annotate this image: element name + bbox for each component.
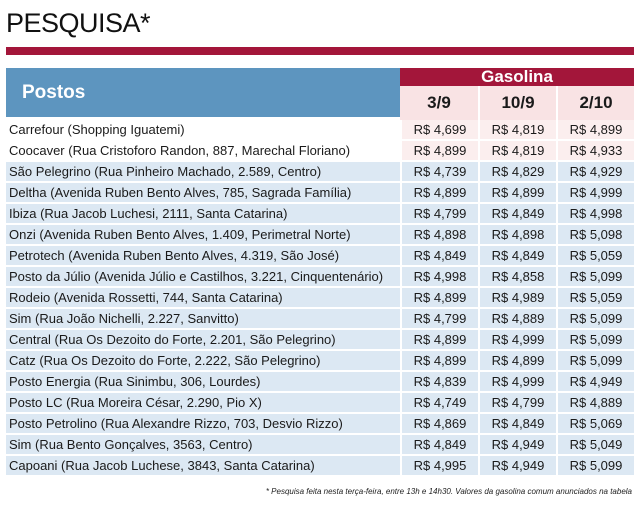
price-cell: R$ 4,899 [400, 183, 478, 204]
station-name: Capoani (Rua Jacob Luchese, 3843, Santa … [6, 456, 400, 477]
table-row: Sim (Rua João Nichelli, 2.227, Sanvitto)… [6, 309, 634, 330]
price-cell: R$ 4,858 [478, 267, 556, 288]
table-row: Central (Rua Os Dezoito do Forte, 2.201,… [6, 330, 634, 351]
price-cell: R$ 5,049 [556, 435, 634, 456]
page-title: PESQUISA* [6, 8, 151, 38]
price-cell: R$ 4,998 [400, 267, 478, 288]
footnote: * Pesquisa feita nesta terça-feira, entr… [265, 487, 632, 496]
station-name: Posto da Júlio (Avenida Júlio e Castilho… [6, 267, 400, 288]
price-cell: R$ 4,899 [400, 330, 478, 351]
table-row: Ibiza (Rua Jacob Luchesi, 2111, Santa Ca… [6, 204, 634, 225]
price-cell: R$ 4,749 [400, 393, 478, 414]
price-cell: R$ 4,899 [400, 141, 478, 162]
table-row: Carrefour (Shopping Iguatemi) R$ 4,699 R$ … [6, 120, 634, 141]
table-row: Onzi (Avenida Ruben Bento Alves, 1.409, … [6, 225, 634, 246]
price-cell: R$ 4,849 [400, 246, 478, 267]
station-name: Carrefour (Shopping Iguatemi) [6, 120, 400, 141]
date-header-2: 10/9 [478, 86, 556, 120]
price-cell: R$ 4,929 [556, 162, 634, 183]
price-cell: R$ 4,899 [400, 351, 478, 372]
table-row: Petrotech (Avenida Ruben Bento Alves, 4.… [6, 246, 634, 267]
price-cell: R$ 4,899 [400, 288, 478, 309]
station-name: Petrotech (Avenida Ruben Bento Alves, 4.… [6, 246, 400, 267]
station-name: Onzi (Avenida Ruben Bento Alves, 1.409, … [6, 225, 400, 246]
price-cell: R$ 4,998 [556, 204, 634, 225]
table-row: Posto Energia (Rua Sinimbu, 306, Lourdes… [6, 372, 634, 393]
price-cell: R$ 4,949 [556, 372, 634, 393]
station-name: Central (Rua Os Dezoito do Forte, 2.201,… [6, 330, 400, 351]
table-row: Coocaver (Rua Cristoforo Randon, 887, Ma… [6, 141, 634, 162]
station-name: Posto Petrolino (Rua Alexandre Rizzo, 70… [6, 414, 400, 435]
table-row: Posto da Júlio (Avenida Júlio e Castilho… [6, 267, 634, 288]
price-cell: R$ 4,995 [400, 456, 478, 477]
price-cell: R$ 4,739 [400, 162, 478, 183]
price-cell: R$ 4,799 [400, 309, 478, 330]
price-cell: R$ 5,098 [556, 225, 634, 246]
table-row: Capoani (Rua Jacob Luchese, 3843, Santa … [6, 456, 634, 477]
price-cell: R$ 5,099 [556, 309, 634, 330]
price-table: Postos Gasolina 3/9 10/9 2/10 Carrefour … [6, 68, 634, 477]
station-name: Ibiza (Rua Jacob Luchesi, 2111, Santa Ca… [6, 204, 400, 225]
price-cell: R$ 4,819 [478, 141, 556, 162]
price-cell: R$ 4,849 [478, 204, 556, 225]
price-cell: R$ 5,099 [556, 330, 634, 351]
price-cell: R$ 4,819 [478, 120, 556, 141]
price-cell: R$ 4,869 [400, 414, 478, 435]
price-cell: R$ 4,999 [478, 372, 556, 393]
price-cell: R$ 4,839 [400, 372, 478, 393]
price-cell: R$ 4,898 [478, 225, 556, 246]
table-row: Sim (Rua Bento Gonçalves, 3563, Centro) R… [6, 435, 634, 456]
price-cell: R$ 4,933 [556, 141, 634, 162]
price-cell: R$ 4,949 [478, 456, 556, 477]
station-name: Catz (Rua Os Dezoito do Forte, 2.222, Sã… [6, 351, 400, 372]
table-row: Rodeio (Avenida Rossetti, 744, Santa Cat… [6, 288, 634, 309]
price-cell: R$ 4,849 [478, 246, 556, 267]
price-cell: R$ 4,999 [556, 183, 634, 204]
price-cell: R$ 4,699 [400, 120, 478, 141]
price-cell: R$ 4,849 [400, 435, 478, 456]
price-cell: R$ 4,799 [400, 204, 478, 225]
price-cell: R$ 4,899 [478, 183, 556, 204]
station-name: Posto LC (Rua Moreira César, 2.290, Pio … [6, 393, 400, 414]
table-row: Deltha (Avenida Ruben Bento Alves, 785, … [6, 183, 634, 204]
date-header-1: 3/9 [400, 86, 478, 120]
price-cell: R$ 4,898 [400, 225, 478, 246]
price-cell: R$ 4,889 [556, 393, 634, 414]
price-cell: R$ 4,949 [478, 435, 556, 456]
station-name: São Pelegrino (Rua Pinheiro Machado, 2.5… [6, 162, 400, 183]
price-cell: R$ 4,999 [478, 330, 556, 351]
price-cell: R$ 5,059 [556, 288, 634, 309]
price-cell: R$ 5,059 [556, 246, 634, 267]
fuel-header: Gasolina [400, 68, 634, 86]
station-name: Deltha (Avenida Ruben Bento Alves, 785, … [6, 183, 400, 204]
table-row: Catz (Rua Os Dezoito do Forte, 2.222, Sã… [6, 351, 634, 372]
table-row: Posto LC (Rua Moreira César, 2.290, Pio … [6, 393, 634, 414]
price-cell: R$ 4,799 [478, 393, 556, 414]
postos-header: Postos [6, 68, 400, 120]
station-name: Rodeio (Avenida Rossetti, 744, Santa Cat… [6, 288, 400, 309]
price-cell: R$ 4,989 [478, 288, 556, 309]
table-row: São Pelegrino (Rua Pinheiro Machado, 2.5… [6, 162, 634, 183]
price-cell: R$ 4,899 [478, 351, 556, 372]
table-row: Posto Petrolino (Rua Alexandre Rizzo, 70… [6, 414, 634, 435]
price-cell: R$ 5,099 [556, 267, 634, 288]
station-name: Sim (Rua Bento Gonçalves, 3563, Centro) [6, 435, 400, 456]
date-header-3: 2/10 [556, 86, 634, 120]
price-cell: R$ 4,849 [478, 414, 556, 435]
station-name: Sim (Rua João Nichelli, 2.227, Sanvitto) [6, 309, 400, 330]
station-name: Coocaver (Rua Cristoforo Randon, 887, Ma… [6, 141, 400, 162]
price-cell: R$ 5,099 [556, 351, 634, 372]
price-cell: R$ 5,069 [556, 414, 634, 435]
title-divider [6, 47, 634, 55]
price-cell: R$ 4,899 [556, 120, 634, 141]
price-cell: R$ 4,829 [478, 162, 556, 183]
price-cell: R$ 4,889 [478, 309, 556, 330]
price-cell: R$ 5,099 [556, 456, 634, 477]
station-name: Posto Energia (Rua Sinimbu, 306, Lourdes… [6, 372, 400, 393]
